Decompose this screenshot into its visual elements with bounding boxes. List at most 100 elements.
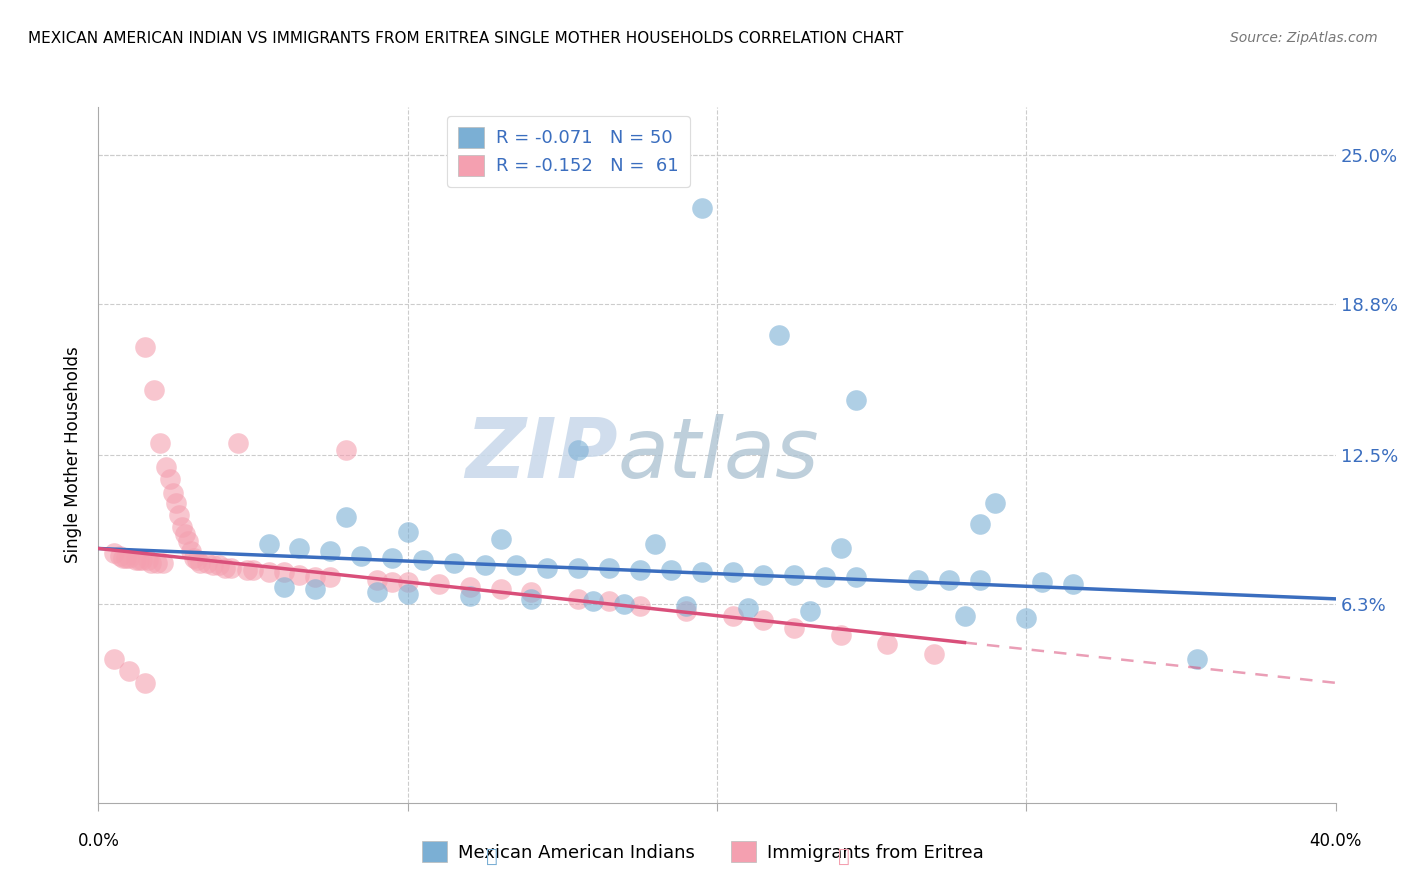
Point <box>520 584 543 599</box>
Point <box>938 573 960 587</box>
Point <box>628 599 651 613</box>
Point <box>969 573 991 587</box>
Point <box>799 604 821 618</box>
Point <box>783 621 806 635</box>
Point <box>520 591 543 606</box>
Legend: R = -0.071   N = 50, R = -0.152   N =  61: R = -0.071 N = 50, R = -0.152 N = 61 <box>447 116 690 186</box>
Point <box>128 553 150 567</box>
Point <box>149 436 172 450</box>
Point <box>644 537 666 551</box>
Point <box>350 549 373 563</box>
Text: ZIP: ZIP <box>465 415 619 495</box>
Point <box>1015 611 1038 625</box>
Point <box>721 566 744 580</box>
Text: ⬜: ⬜ <box>486 847 498 866</box>
Point <box>134 340 156 354</box>
Point <box>118 551 141 566</box>
Point <box>190 556 212 570</box>
Point <box>567 443 589 458</box>
Point <box>152 556 174 570</box>
Point <box>366 584 388 599</box>
Point <box>155 459 177 474</box>
Point <box>1031 575 1053 590</box>
Point <box>242 563 264 577</box>
Point <box>458 580 481 594</box>
Point <box>396 587 419 601</box>
Point <box>598 594 620 608</box>
Point <box>319 544 342 558</box>
Point <box>159 472 181 486</box>
Point <box>335 443 357 458</box>
Point <box>134 676 156 690</box>
Point <box>489 532 512 546</box>
Point <box>208 558 231 573</box>
Point <box>814 570 837 584</box>
Point <box>443 556 465 570</box>
Point <box>221 560 243 574</box>
Point <box>177 534 200 549</box>
Point <box>675 599 697 613</box>
Point <box>335 510 357 524</box>
Point <box>1185 652 1208 666</box>
Point <box>907 573 929 587</box>
Point <box>273 566 295 580</box>
Point <box>536 560 558 574</box>
Point <box>112 551 135 566</box>
Point <box>124 553 146 567</box>
Point <box>146 556 169 570</box>
Point <box>396 575 419 590</box>
Point <box>319 570 342 584</box>
Point <box>721 608 744 623</box>
Point <box>304 570 326 584</box>
Point <box>162 486 184 500</box>
Point <box>737 601 759 615</box>
Point <box>108 549 131 563</box>
Text: 0.0%: 0.0% <box>77 831 120 849</box>
Y-axis label: Single Mother Households: Single Mother Households <box>65 347 83 563</box>
Point <box>381 575 404 590</box>
Point <box>288 567 311 582</box>
Point <box>845 392 868 407</box>
Point <box>690 566 713 580</box>
Text: Source: ZipAtlas.com: Source: ZipAtlas.com <box>1230 31 1378 45</box>
Point <box>366 573 388 587</box>
Point <box>103 546 125 560</box>
Point <box>139 556 162 570</box>
Point <box>174 527 197 541</box>
Point <box>659 563 682 577</box>
Text: 40.0%: 40.0% <box>1309 831 1362 849</box>
Point <box>165 496 187 510</box>
Point <box>304 582 326 597</box>
Point <box>969 517 991 532</box>
Point <box>690 201 713 215</box>
Point <box>226 436 249 450</box>
Point <box>288 541 311 556</box>
Point <box>103 652 125 666</box>
Point <box>131 553 153 567</box>
Point <box>427 577 450 591</box>
Point <box>381 551 404 566</box>
Text: atlas: atlas <box>619 415 820 495</box>
Point <box>136 553 159 567</box>
Point <box>489 582 512 597</box>
Point <box>953 608 976 623</box>
Legend: Mexican American Indians, Immigrants from Eritrea: Mexican American Indians, Immigrants fro… <box>415 834 991 870</box>
Point <box>768 328 790 343</box>
Point <box>412 553 434 567</box>
Point <box>186 553 208 567</box>
Point <box>170 520 193 534</box>
Point <box>180 544 202 558</box>
Text: MEXICAN AMERICAN INDIAN VS IMMIGRANTS FROM ERITREA SINGLE MOTHER HOUSEHOLDS CORR: MEXICAN AMERICAN INDIAN VS IMMIGRANTS FR… <box>28 31 904 46</box>
Point <box>1062 577 1084 591</box>
Point <box>628 563 651 577</box>
Point <box>567 591 589 606</box>
Point <box>118 664 141 678</box>
Point <box>613 597 636 611</box>
Point <box>922 647 945 661</box>
Point <box>474 558 496 573</box>
Point <box>273 580 295 594</box>
Point <box>115 551 138 566</box>
Point <box>830 628 852 642</box>
Point <box>195 556 218 570</box>
Point <box>752 567 775 582</box>
